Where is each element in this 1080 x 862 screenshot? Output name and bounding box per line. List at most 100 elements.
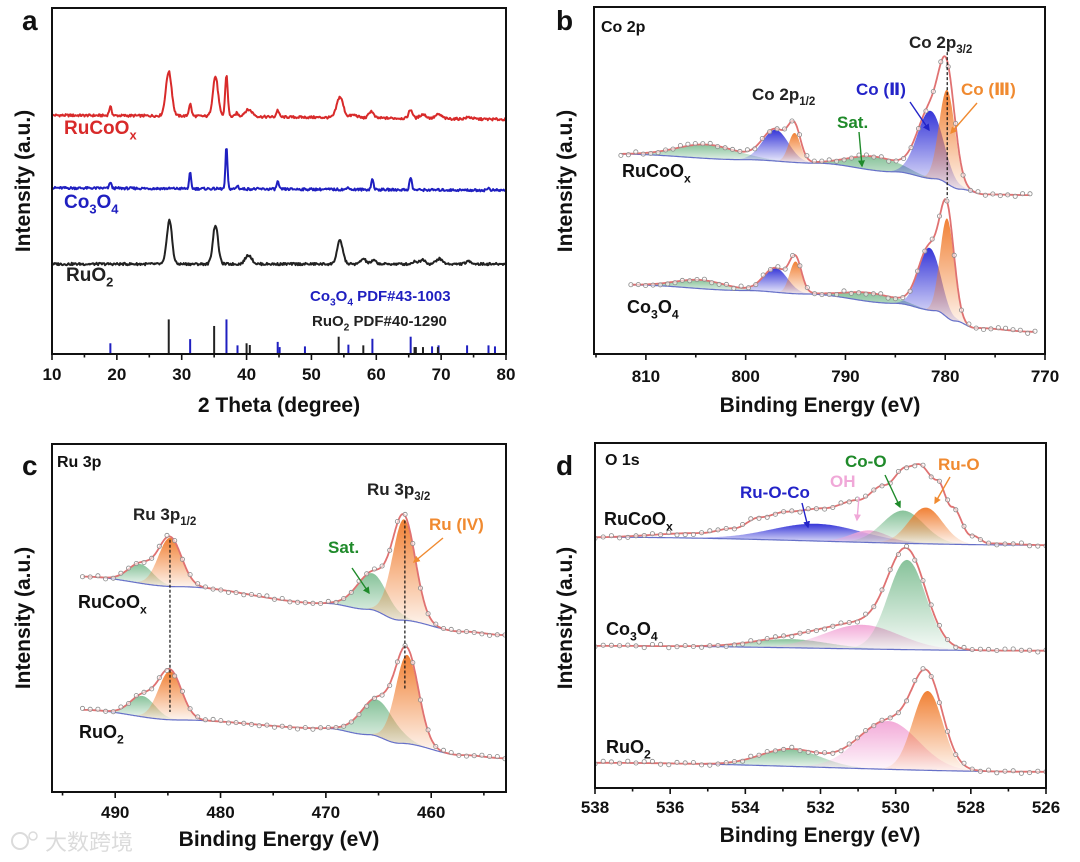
data-point xyxy=(730,146,736,152)
data-point xyxy=(677,143,683,149)
data-point xyxy=(699,530,705,536)
data-point xyxy=(900,295,906,301)
data-point xyxy=(103,576,109,582)
fit-component-orange xyxy=(129,537,211,589)
data-point xyxy=(797,132,803,138)
data-point xyxy=(723,281,729,287)
data-point xyxy=(981,326,987,332)
data-point xyxy=(994,542,1000,548)
data-point xyxy=(643,282,649,288)
data-point xyxy=(118,704,124,710)
data-point xyxy=(333,599,339,605)
x-axis-label: Binding Energy (eV) xyxy=(720,394,921,417)
data-point xyxy=(608,759,614,765)
data-point xyxy=(126,701,132,707)
data-point xyxy=(731,759,737,765)
peak-annotation-text: Sat. xyxy=(328,538,359,557)
data-point xyxy=(722,145,728,151)
data-point xyxy=(707,140,713,146)
annotation-arrow xyxy=(884,474,901,509)
data-point xyxy=(663,147,669,153)
data-point xyxy=(789,508,795,514)
data-point xyxy=(600,758,606,764)
data-point xyxy=(310,600,316,606)
series-label-text: O xyxy=(97,192,112,213)
data-point xyxy=(748,753,754,759)
data-point xyxy=(371,695,377,701)
data-point xyxy=(1005,192,1011,198)
data-point xyxy=(912,678,918,684)
data-point xyxy=(333,725,339,731)
fit-component-orange xyxy=(875,691,980,772)
data-point xyxy=(225,589,231,595)
data-point xyxy=(715,144,721,150)
xrd-series-line xyxy=(52,70,506,122)
y-axis-label: Intensity (a.u.) xyxy=(12,547,35,689)
data-point xyxy=(625,758,631,764)
data-point xyxy=(975,189,981,195)
data-point xyxy=(649,758,655,764)
data-point xyxy=(863,611,869,617)
data-point xyxy=(945,728,951,734)
data-point xyxy=(772,511,778,517)
data-point xyxy=(744,147,750,153)
data-point xyxy=(997,193,1003,199)
data-point xyxy=(1027,770,1033,776)
spectrum-label-subscript: 3 xyxy=(651,307,658,321)
data-point xyxy=(666,762,672,768)
x-tick-label: 810 xyxy=(632,367,660,386)
fit-component-green xyxy=(783,292,958,322)
data-point xyxy=(456,752,462,758)
data-point xyxy=(479,752,485,758)
peak-annotation: Ru 3p3/2 xyxy=(367,480,430,503)
data-point xyxy=(410,660,416,666)
peak-annotation-subscript: 3/2 xyxy=(414,491,430,503)
data-point xyxy=(782,266,788,272)
data-point xyxy=(608,642,614,648)
peak-annotation-text: Sat. xyxy=(837,113,868,132)
data-point xyxy=(841,157,847,163)
data-point xyxy=(740,522,746,528)
peak-annotation: Co-O xyxy=(845,452,887,471)
data-point xyxy=(797,630,803,636)
data-point xyxy=(225,720,231,726)
data-point xyxy=(961,523,967,529)
data-point xyxy=(805,749,811,755)
data-point xyxy=(774,126,780,132)
data-point xyxy=(930,89,936,95)
data-point xyxy=(1027,543,1033,549)
data-point xyxy=(657,282,663,288)
annotation-arrow xyxy=(934,476,951,505)
data-point xyxy=(960,172,966,178)
reference-label-subscript: 4 xyxy=(347,298,353,309)
data-point xyxy=(834,291,840,297)
x-tick-label: 800 xyxy=(731,367,759,386)
data-point xyxy=(938,59,944,65)
data-point xyxy=(448,750,454,756)
watermark-logo-icon xyxy=(28,831,38,841)
series-label-subscript: x xyxy=(129,128,137,143)
data-point xyxy=(1012,193,1018,199)
data-point xyxy=(202,717,208,723)
plot-frame xyxy=(593,6,1046,355)
data-point xyxy=(813,506,819,512)
data-point xyxy=(969,647,975,653)
data-point xyxy=(707,643,713,649)
data-point xyxy=(812,291,818,297)
fit-component-green xyxy=(831,510,976,545)
data-point xyxy=(690,644,696,650)
data-point xyxy=(707,762,713,768)
data-point xyxy=(149,555,155,561)
xrd-series-line xyxy=(52,148,506,193)
plot-frame xyxy=(594,442,1047,789)
data-point xyxy=(994,648,1000,654)
data-point xyxy=(915,268,921,274)
x-tick-label: 790 xyxy=(831,367,859,386)
data-point xyxy=(699,644,705,650)
data-point xyxy=(425,727,431,733)
y-axis-label: Intensity (a.u.) xyxy=(554,547,577,689)
data-point xyxy=(731,285,737,291)
data-point xyxy=(928,474,934,480)
data-point xyxy=(210,716,216,722)
